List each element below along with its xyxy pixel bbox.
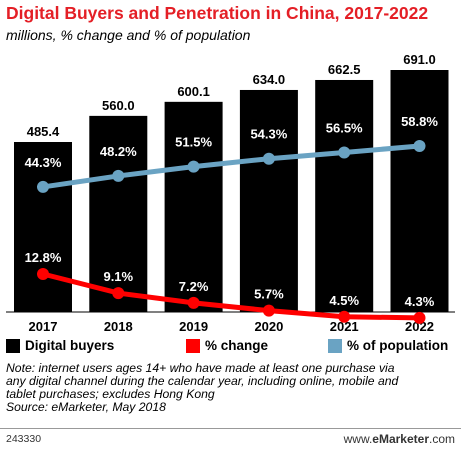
bar-2018 <box>89 115 148 312</box>
bar-value-label-2020: 634.0 <box>253 72 286 87</box>
change-point-2019 <box>187 296 200 309</box>
chart-area: 485.4 560.0 600.1 634.0 662.5 691.0 2017 2018 20… <box>6 52 455 334</box>
population-label-2019: 51.5% <box>175 135 212 150</box>
x-tick-label-2017: 2017 <box>29 319 58 334</box>
population-label-2018: 48.2% <box>100 144 137 159</box>
population-label-2020: 54.3% <box>250 127 287 142</box>
change-point-2018 <box>112 287 125 300</box>
population-line <box>42 143 420 190</box>
change-point-2022 <box>413 311 426 324</box>
note-line: tablet purchases; excludes Hong Kong <box>6 387 215 401</box>
legend-swatch-change <box>186 338 200 353</box>
change-point-2020 <box>262 304 275 317</box>
legend-item-population: % of population <box>328 338 448 353</box>
legend: Digital buyers % change % of population <box>6 338 456 358</box>
change-label-2017: 12.8% <box>25 250 62 265</box>
population-point-2019 <box>187 160 200 173</box>
legend-swatch-digital-buyers <box>6 338 20 353</box>
bar-value-label-2021: 662.5 <box>328 62 361 77</box>
legend-label-change: % change <box>205 338 269 353</box>
chart-title: Digital Buyers and Penetration in China,… <box>6 3 429 23</box>
population-point-2022 <box>413 140 426 152</box>
population-point-2017 <box>37 180 49 193</box>
x-tick-label-2020: 2020 <box>254 319 283 334</box>
bar-2017 <box>14 142 72 312</box>
legend-label-population: % of population <box>347 338 449 353</box>
bar-value-label-2017: 485.4 <box>27 124 60 139</box>
change-line <box>42 271 420 321</box>
change-label-2018: 9.1% <box>103 269 133 284</box>
population-label-2021: 56.5% <box>326 120 363 135</box>
population-point-2020 <box>262 152 275 165</box>
brand-name: eMarketer <box>372 432 429 446</box>
legend-item-digital-buyers: Digital buyers <box>6 338 114 353</box>
change-label-2019: 7.2% <box>179 279 209 294</box>
bar-2020 <box>239 89 298 312</box>
bar-2019 <box>164 101 223 312</box>
bar-value-label-2019: 600.1 <box>177 84 210 99</box>
change-point-2021 <box>338 310 351 323</box>
chart-note: Note: internet users ages 14+ who have m… <box>6 362 456 414</box>
change-point-2017 <box>37 268 49 280</box>
x-tick-label-2022: 2022 <box>405 319 434 334</box>
population-label-2017: 44.3% <box>25 155 62 170</box>
population-label-2022: 58.8% <box>401 114 438 129</box>
chart-id: 243330 <box>6 433 42 445</box>
x-tick-label-2018: 2018 <box>104 319 133 334</box>
brand-link[interactable]: www.eMarketer.com <box>344 432 455 446</box>
source-line: Source: eMarketer, May 2018 <box>6 400 166 414</box>
change-label-2021: 4.5% <box>329 293 359 308</box>
note-line: Note: internet users ages 14+ who have m… <box>6 361 395 375</box>
chart-subtitle: millions, % change and % of population <box>6 27 251 43</box>
population-point-2021 <box>338 146 351 159</box>
bar-value-label-2018: 560.0 <box>102 98 135 113</box>
footer: 243330 www.eMarketer.com <box>0 428 461 450</box>
change-label-2020: 5.7% <box>254 287 284 302</box>
bar-2022 <box>390 70 449 312</box>
bar-value-label-2022: 691.0 <box>403 52 436 67</box>
brand-prefix: www. <box>343 432 373 446</box>
x-tick-label-2019: 2019 <box>179 319 208 334</box>
change-label-2022: 4.3% <box>405 294 435 309</box>
population-point-2018 <box>112 169 125 182</box>
legend-swatch-population <box>328 338 342 353</box>
legend-item-change: % change <box>186 338 268 353</box>
x-tick-label-2021: 2021 <box>330 319 359 334</box>
legend-label-digital-buyers: Digital buyers <box>25 338 115 353</box>
brand-suffix: .com <box>428 432 455 446</box>
bar-2021 <box>315 79 374 312</box>
note-line: any digital channel during the calendar … <box>6 374 399 388</box>
